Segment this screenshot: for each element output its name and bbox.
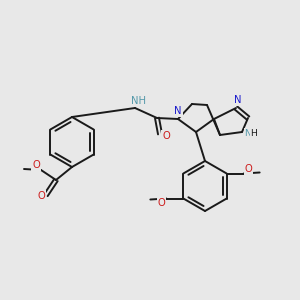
Text: O: O <box>162 131 170 141</box>
Text: O: O <box>37 191 45 201</box>
Text: O: O <box>158 197 165 208</box>
Text: N: N <box>234 95 242 105</box>
Text: N: N <box>174 106 182 116</box>
Text: O: O <box>245 164 253 175</box>
Text: O: O <box>32 160 40 170</box>
Text: H: H <box>250 128 257 137</box>
Text: N: N <box>244 128 251 137</box>
Text: NH: NH <box>131 96 146 106</box>
